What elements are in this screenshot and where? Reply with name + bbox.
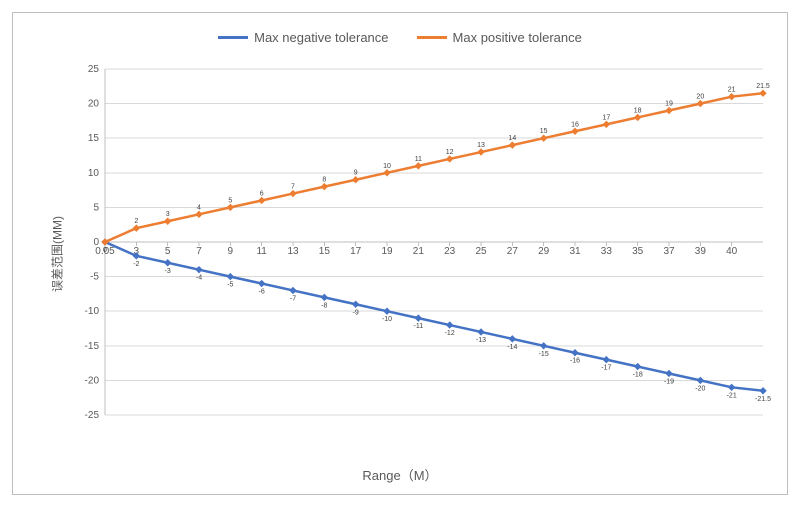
svg-text:-10: -10 [85,306,100,317]
svg-text:37: 37 [663,246,675,257]
svg-text:11: 11 [256,246,267,257]
svg-text:-10: -10 [382,316,392,323]
svg-text:-17: -17 [601,365,611,372]
svg-text:11: 11 [415,156,422,163]
svg-text:-9: -9 [353,309,359,316]
svg-text:8: 8 [322,177,326,184]
svg-text:39: 39 [695,246,707,257]
svg-text:-12: -12 [445,330,455,337]
svg-text:19: 19 [381,246,393,257]
legend-label-positive: Max positive tolerance [453,30,582,45]
svg-text:17: 17 [602,114,610,121]
chart-legend: Max negative tolerance Max positive tole… [13,27,787,47]
svg-text:31: 31 [569,246,581,257]
svg-text:33: 33 [601,246,613,257]
legend-swatch-positive [417,36,447,39]
svg-text:-25: -25 [85,410,100,421]
svg-text:-3: -3 [165,268,171,275]
svg-text:5: 5 [228,197,232,204]
svg-text:19: 19 [665,101,673,108]
svg-text:21: 21 [728,87,736,94]
svg-text:-5: -5 [227,282,233,289]
svg-text:25: 25 [88,64,100,75]
legend-label-negative: Max negative tolerance [254,30,388,45]
svg-text:14: 14 [508,135,516,142]
svg-text:2: 2 [134,218,138,225]
svg-text:7: 7 [291,184,295,191]
svg-text:13: 13 [287,246,299,257]
svg-text:-13: -13 [476,337,486,344]
chart-plot-area: -25-20-15-10-505101520250.05357911131517… [73,63,773,443]
svg-text:-8: -8 [321,302,327,309]
svg-text:9: 9 [228,246,234,257]
svg-text:-14: -14 [507,344,517,351]
svg-text:40: 40 [726,246,738,257]
svg-text:-19: -19 [664,378,674,385]
legend-item-positive: Max positive tolerance [417,30,582,45]
svg-text:3: 3 [166,211,170,218]
svg-text:-11: -11 [414,323,424,330]
svg-text:-2: -2 [133,261,139,268]
legend-swatch-negative [218,36,248,39]
svg-text:-16: -16 [570,358,580,365]
svg-text:6: 6 [260,190,264,197]
svg-text:12: 12 [446,149,454,156]
svg-text:4: 4 [197,204,201,211]
svg-text:5: 5 [165,246,171,257]
svg-text:0: 0 [103,247,107,254]
svg-text:-15: -15 [539,351,549,358]
svg-text:16: 16 [571,121,579,128]
svg-text:7: 7 [196,246,202,257]
svg-text:21.5: 21.5 [756,83,770,90]
svg-text:15: 15 [319,246,331,257]
svg-text:-6: -6 [259,289,265,296]
svg-text:27: 27 [507,246,519,257]
svg-text:20: 20 [696,94,704,101]
svg-text:25: 25 [475,246,487,257]
svg-text:-21: -21 [727,392,737,399]
svg-text:17: 17 [350,246,362,257]
y-axis-title: 误差范围(MM) [49,216,66,292]
legend-item-negative: Max negative tolerance [218,30,388,45]
chart-frame: Max negative tolerance Max positive tole… [12,12,788,495]
svg-text:23: 23 [444,246,456,257]
svg-text:-15: -15 [85,341,100,352]
svg-text:-18: -18 [633,372,643,379]
svg-text:15: 15 [540,128,548,135]
svg-text:10: 10 [383,163,391,170]
svg-text:18: 18 [634,107,642,114]
svg-text:13: 13 [477,142,485,149]
svg-text:-5: -5 [90,272,99,283]
svg-text:5: 5 [93,202,99,213]
svg-text:9: 9 [354,170,358,177]
svg-text:-21.5: -21.5 [755,396,771,403]
svg-text:21: 21 [413,246,425,257]
svg-text:-4: -4 [196,275,202,282]
chart-svg: -25-20-15-10-505101520250.05357911131517… [73,63,773,443]
svg-text:20: 20 [88,99,100,110]
x-axis-title: Range（M） [13,465,787,484]
svg-text:35: 35 [632,246,644,257]
svg-text:10: 10 [88,168,100,179]
svg-text:-20: -20 [695,385,705,392]
svg-text:15: 15 [88,133,100,144]
svg-text:29: 29 [538,246,550,257]
svg-text:-20: -20 [85,375,100,386]
svg-text:-7: -7 [290,295,296,302]
